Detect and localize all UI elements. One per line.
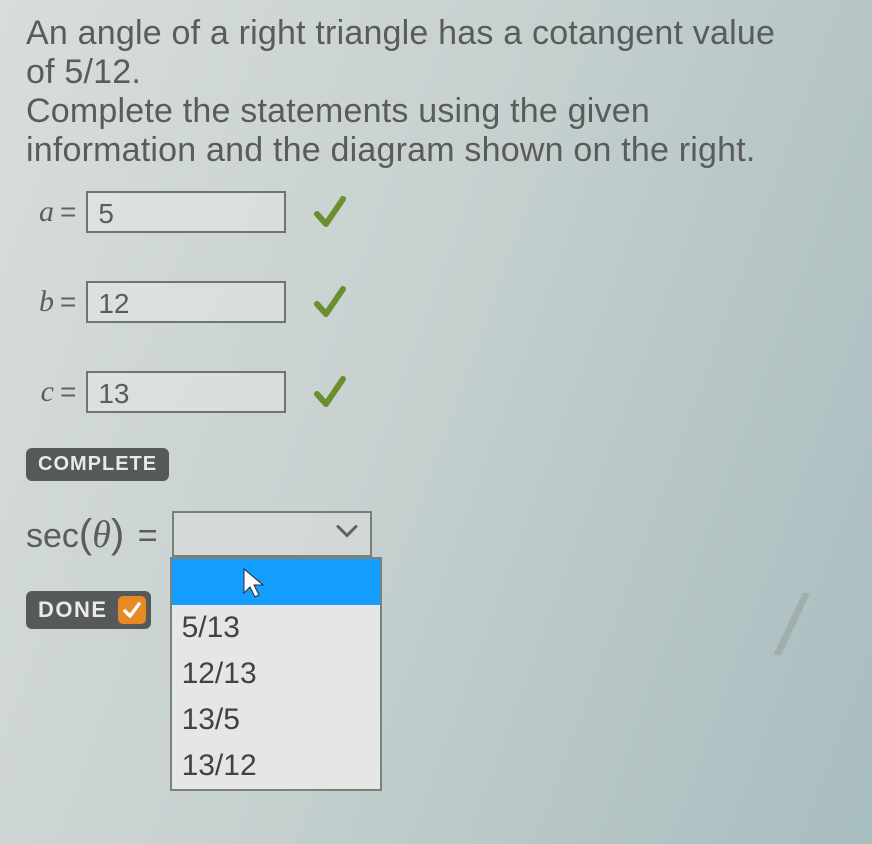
question-text: An angle of a right triangle has a cotan…	[26, 14, 872, 170]
input-b[interactable]: 12	[86, 281, 286, 323]
equals-b: =	[60, 286, 76, 318]
chevron-down-icon	[336, 525, 358, 544]
dropdown-option[interactable]: 13/5	[172, 697, 380, 743]
sec-prefix: sec	[26, 517, 79, 555]
q-line3: Complete the statements using the given	[26, 92, 650, 130]
dropdown-option[interactable]: 13/12	[172, 743, 380, 789]
input-a[interactable]: 5	[86, 191, 286, 233]
q-line1: An angle of a right triangle has a cotan…	[26, 14, 775, 52]
input-c[interactable]: 13	[86, 371, 286, 413]
dropdown-value[interactable]	[172, 511, 372, 557]
done-row: DONE	[26, 591, 872, 629]
equals-a: =	[60, 196, 76, 228]
q-line2: of 5/12.	[26, 53, 141, 91]
complete-button[interactable]: COMPLETE	[26, 448, 169, 481]
dropdown-option[interactable]: 5/13	[172, 605, 380, 651]
sec-row: sec(θ) = 5/13 12/13	[26, 511, 872, 557]
theta: θ	[92, 514, 111, 556]
equals-c: =	[60, 376, 76, 408]
input-row-c: c = 13	[26, 364, 872, 420]
input-row-a: a = 5	[26, 184, 872, 240]
done-label: DONE	[38, 597, 108, 623]
done-check-icon	[118, 596, 146, 624]
input-row-b: b = 12	[26, 274, 872, 330]
q-line4: information and the diagram shown on the…	[26, 131, 756, 169]
label-c: c	[26, 375, 54, 409]
dropdown-list: 5/13 12/13 13/5 13/12	[170, 557, 382, 791]
done-button[interactable]: DONE	[26, 591, 151, 629]
sec-dropdown[interactable]: 5/13 12/13 13/5 13/12	[172, 511, 372, 557]
sec-equals: =	[138, 517, 158, 555]
label-b: b	[26, 285, 54, 319]
check-icon	[314, 374, 346, 410]
check-icon	[314, 284, 346, 320]
check-icon	[314, 194, 346, 230]
sec-label: sec(θ) =	[26, 512, 162, 557]
dropdown-option[interactable]: 12/13	[172, 651, 380, 697]
label-a: a	[26, 195, 54, 229]
dropdown-option-blank[interactable]	[172, 559, 380, 605]
